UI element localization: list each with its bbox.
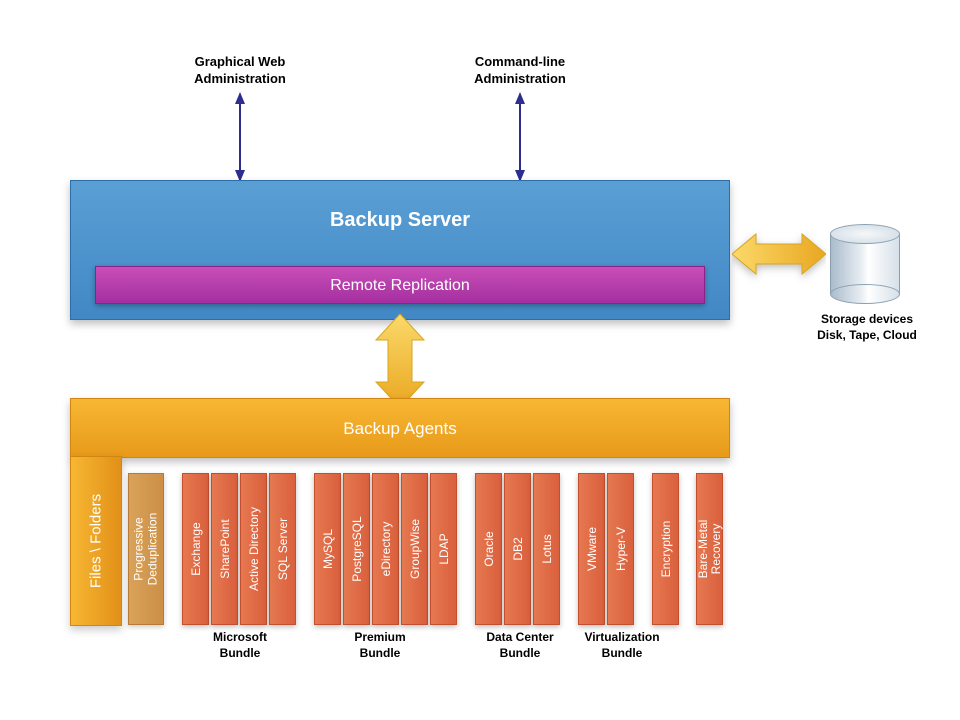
admin-arrow-graphical	[232, 92, 248, 182]
agent-column: GroupWise	[401, 473, 428, 625]
commandline-admin-label: Command-lineAdministration	[450, 54, 590, 88]
agent-column-label: SQL Server	[276, 518, 290, 580]
server-storage-arrow	[732, 224, 826, 284]
agent-column-label: Exchange	[189, 522, 203, 575]
agent-column: SQL Server	[269, 473, 296, 625]
files-folders-label: Files \ Folders	[88, 494, 105, 588]
agent-column-label: SharePoint	[218, 519, 232, 578]
bundle-label: MicrosoftBundle	[190, 630, 290, 661]
agent-column: Active Directory	[240, 473, 267, 625]
agent-column-label: Bare-MetalRecovery	[696, 520, 722, 579]
agent-column: Lotus	[533, 473, 560, 625]
admin-arrow-cli	[512, 92, 528, 182]
agent-column-label: Hyper-V	[614, 527, 628, 571]
backup-agents-box: Backup Agents	[70, 398, 730, 458]
storage-cylinder-icon	[830, 224, 900, 304]
bundle-label: PremiumBundle	[330, 630, 430, 661]
dedup-column: ProgressiveDeduplication	[128, 473, 164, 625]
files-folders-box: Files \ Folders	[70, 456, 122, 626]
graphical-admin-label: Graphical WebAdministration	[170, 54, 310, 88]
agent-column: PostgreSQL	[343, 473, 370, 625]
agent-column: MySQL	[314, 473, 341, 625]
agent-column-label: GroupWise	[408, 519, 422, 579]
agent-column: Encryption	[652, 473, 679, 625]
agent-column: VMware	[578, 473, 605, 625]
agent-column-label: PostgreSQL	[350, 516, 364, 581]
agent-column-label: Active Directory	[247, 507, 261, 591]
agent-column: Hyper-V	[607, 473, 634, 625]
agent-column-label: Encryption	[659, 521, 673, 578]
bundle-label: VirtualizationBundle	[572, 630, 672, 661]
storage-label: Storage devicesDisk, Tape, Cloud	[792, 312, 942, 343]
agent-column-label: Oracle	[482, 531, 496, 566]
backup-server-title: Backup Server	[71, 181, 729, 232]
agent-column-label: MySQL	[321, 529, 335, 569]
agent-column: eDirectory	[372, 473, 399, 625]
dedup-label: ProgressiveDeduplication	[132, 513, 161, 586]
agent-column: DB2	[504, 473, 531, 625]
agent-column-label: DB2	[511, 537, 525, 560]
agent-column-label: VMware	[585, 527, 599, 571]
agent-column-label: eDirectory	[379, 522, 393, 577]
agent-column-label: Lotus	[540, 534, 554, 563]
bundle-label: Data CenterBundle	[470, 630, 570, 661]
agent-column: Exchange	[182, 473, 209, 625]
agent-column: Oracle	[475, 473, 502, 625]
agent-column: Bare-MetalRecovery	[696, 473, 723, 625]
agent-column: LDAP	[430, 473, 457, 625]
remote-replication-box: Remote Replication	[95, 266, 705, 304]
server-agents-arrow	[360, 314, 440, 408]
agent-column-label: LDAP	[437, 533, 451, 564]
agent-column: SharePoint	[211, 473, 238, 625]
